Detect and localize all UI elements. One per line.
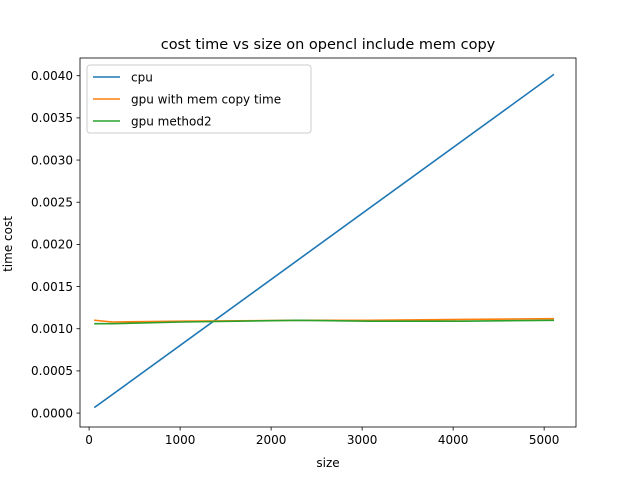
x-tick-label: 2000 — [256, 433, 287, 447]
y-tick-label: 0.0005 — [31, 364, 73, 378]
legend-box — [86, 64, 312, 134]
x-tick-label: 1000 — [165, 433, 196, 447]
y-axis-title: time cost — [1, 216, 15, 272]
x-tick-label: 0 — [85, 433, 93, 447]
plot-area: 0 1000 2000 3000 4000 5000 0.0000 0.0005 0.0010 0… — [31, 57, 577, 447]
y-tick-label: 0.0015 — [31, 280, 73, 294]
y-tick-label: 0.0020 — [31, 238, 73, 252]
y-tick-label: 0.0010 — [31, 322, 73, 336]
plot-frame — [79, 57, 577, 428]
legend-label-1: gpu with mem copy time — [131, 92, 281, 106]
y-tick-label: 0.0025 — [31, 196, 73, 210]
x-tick-label: 3000 — [347, 433, 378, 447]
series-line-2 — [94, 319, 555, 325]
x-axis-title: size — [316, 456, 339, 470]
y-tick-label: 0.0035 — [31, 111, 73, 125]
x-tick-label: 5000 — [529, 433, 560, 447]
chart-title: cost time vs size on opencl include mem … — [161, 37, 496, 53]
legend-label-0: cpu — [131, 70, 153, 84]
series-line-0 — [93, 73, 555, 409]
legend: cpu gpu with mem copy time gpu method2 — [86, 64, 312, 134]
legend-label-2: gpu method2 — [131, 114, 212, 128]
x-tick-label: 4000 — [438, 433, 469, 447]
y-tick-label: 0.0040 — [31, 69, 73, 83]
y-tick-label: 0.0030 — [31, 153, 73, 167]
y-tick-label: 0.0000 — [31, 406, 73, 420]
